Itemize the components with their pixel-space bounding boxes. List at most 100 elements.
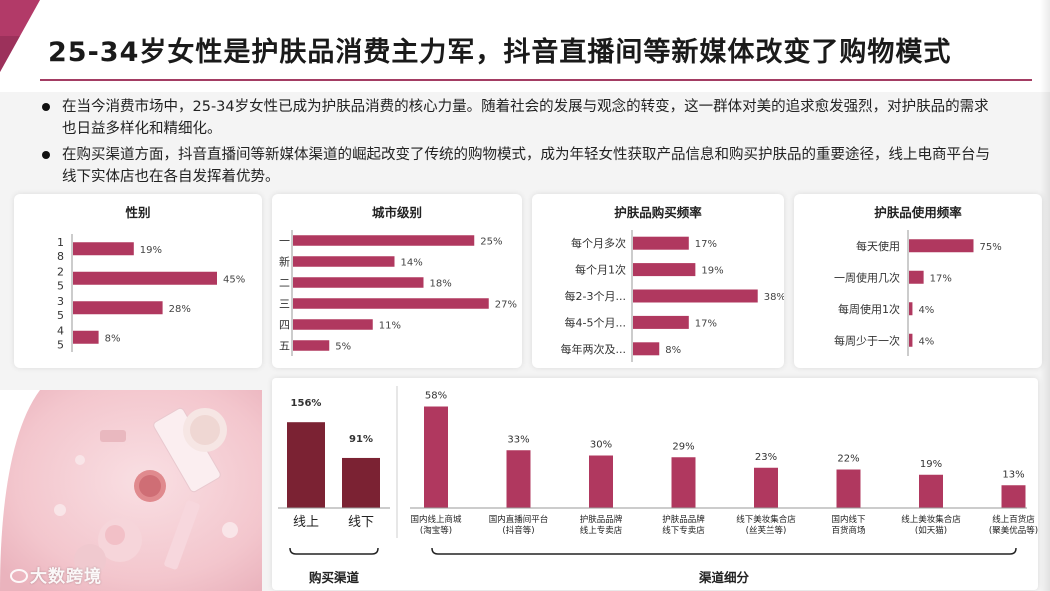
bar bbox=[293, 298, 489, 309]
group-bracket bbox=[289, 547, 379, 555]
category-label: 3 bbox=[57, 295, 64, 308]
data-label: 8% bbox=[665, 345, 681, 356]
bar bbox=[909, 302, 913, 316]
bullet-list: 在当今消费市场中，25-34岁女性已成为护肤品消费的核心力量。随着社会的发展与观… bbox=[40, 96, 1000, 192]
chart-title: 城市级别 bbox=[371, 205, 422, 220]
bullet-item: 在当今消费市场中，25-34岁女性已成为护肤品消费的核心力量。随着社会的发展与观… bbox=[40, 96, 1000, 140]
data-label: 23% bbox=[755, 452, 777, 463]
bar bbox=[73, 242, 134, 256]
data-label: 29% bbox=[672, 441, 694, 452]
bar bbox=[633, 342, 660, 356]
category-label: (丝芙兰等) bbox=[746, 525, 787, 536]
data-label: 18% bbox=[430, 279, 452, 290]
category-label: 5 bbox=[57, 338, 64, 351]
chart-title: 护肤品使用频率 bbox=[874, 205, 962, 220]
bar bbox=[293, 319, 373, 330]
category-label: 五 bbox=[279, 340, 290, 353]
purchase-channel-chart: 156%线上91%线下购买渠道58%国内线上商城(淘宝等)33%国内直播间平台(… bbox=[278, 386, 1038, 585]
category-label: 国内线上商城 bbox=[410, 514, 462, 525]
bar bbox=[836, 469, 861, 508]
data-label: 14% bbox=[401, 258, 423, 269]
bar bbox=[633, 315, 689, 329]
data-label: 45% bbox=[223, 274, 245, 285]
bar bbox=[342, 457, 380, 508]
usage-frequency-chart: 每天使用 75% 一周使用几次 17% 每周使用1次 4% 每周少于一次 4% bbox=[834, 230, 1002, 356]
bar bbox=[633, 263, 696, 277]
data-label: 25% bbox=[480, 237, 502, 248]
bar bbox=[909, 239, 974, 253]
category-label: (淘宝等) bbox=[420, 525, 452, 536]
category-label: 4 bbox=[57, 324, 64, 337]
bar bbox=[1001, 485, 1026, 508]
chart-title: 护肤品购买频率 bbox=[614, 205, 702, 220]
title-rule bbox=[40, 79, 1032, 81]
corner-decoration-shade bbox=[0, 36, 20, 72]
category-label: (如天猫) bbox=[915, 525, 947, 536]
gender-chart-card: 性别 1 8 19% 2 5 45% 3 5 28% 4 5 8% bbox=[14, 194, 262, 368]
data-label: 19% bbox=[920, 459, 942, 470]
data-label: 19% bbox=[701, 266, 723, 277]
category-label: 每个月多次 bbox=[571, 236, 626, 250]
category-label: 每天使用 bbox=[856, 239, 900, 253]
category-label: 线上美妆集合店 bbox=[901, 514, 961, 525]
category-label: (抖音等) bbox=[502, 525, 534, 536]
city-level-chart: 一 25% 新 14% 二 18% 三 27% 四 11% 五 5% bbox=[279, 230, 517, 356]
category-label: 三 bbox=[279, 298, 290, 311]
category-label: 护肤品品牌 bbox=[580, 514, 623, 525]
category-label: 每个月1次 bbox=[575, 263, 626, 277]
data-label: 156% bbox=[291, 398, 322, 409]
group-label: 购买渠道 bbox=[309, 570, 360, 585]
data-label: 4% bbox=[918, 336, 934, 347]
data-label: 17% bbox=[930, 273, 952, 284]
category-label: 8 bbox=[57, 250, 64, 263]
bar bbox=[287, 422, 325, 508]
category-label: 四 bbox=[279, 319, 290, 332]
category-label: 每周少于一次 bbox=[834, 333, 900, 347]
chart-title: 性别 bbox=[125, 205, 151, 220]
bar bbox=[589, 455, 613, 508]
data-label: 19% bbox=[140, 245, 162, 256]
category-label: 线上百货店 bbox=[992, 514, 1035, 525]
purchase-channel-card: 156% 线上 91% 线下 购买渠道 58% 国内线上商城 (淘宝等) 33% 国内直播间平台(… bbox=[272, 378, 1038, 590]
bar bbox=[73, 301, 163, 315]
category-label: 线下 bbox=[348, 515, 374, 530]
data-label: 22% bbox=[837, 454, 859, 465]
bar bbox=[73, 271, 217, 285]
data-label: 58% bbox=[425, 391, 447, 402]
data-label: 8% bbox=[105, 333, 121, 344]
data-label: 75% bbox=[980, 242, 1002, 253]
city-level-chart-card: 城市级别 一 25% 新 14% 二 18% 三 27% 四 11% 五 5% bbox=[272, 194, 522, 368]
bar bbox=[293, 235, 475, 246]
category-label: 每4-5个月... bbox=[565, 315, 626, 329]
category-label: (聚美优品等) bbox=[989, 525, 1038, 536]
category-label: 线下专卖店 bbox=[662, 525, 705, 536]
category-label: 线上专卖店 bbox=[580, 525, 623, 536]
bar bbox=[754, 467, 778, 508]
bar bbox=[909, 333, 913, 347]
bar bbox=[671, 457, 696, 508]
data-label: 91% bbox=[349, 434, 373, 445]
category-label: 1 bbox=[57, 236, 64, 249]
category-label: 5 bbox=[57, 309, 64, 322]
group-bracket bbox=[431, 547, 1017, 555]
data-label: 27% bbox=[495, 300, 517, 311]
slide-edge-shadow bbox=[1040, 0, 1050, 591]
page-title: 25-34岁女性是护肤品消费主力军，抖音直播间等新媒体改变了购物模式 bbox=[48, 37, 952, 68]
category-label: 国内线下 bbox=[831, 514, 866, 525]
category-label: 百货商场 bbox=[831, 525, 865, 536]
data-label: 17% bbox=[695, 239, 717, 250]
bullet-item: 在购买渠道方面，抖音直播间等新媒体渠道的崛起改变了传统的购物模式，成为年轻女性获… bbox=[40, 144, 1000, 188]
category-label: 一 bbox=[279, 235, 290, 248]
bar bbox=[73, 330, 99, 344]
category-label: 国内直播间平台 bbox=[489, 514, 549, 525]
usage-frequency-chart-card: 护肤品使用频率 每天使用 75% 一周使用几次 17% 每周使用1次 4% 每周少于一次 4% bbox=[794, 194, 1042, 368]
bar bbox=[293, 340, 330, 351]
bar bbox=[293, 256, 395, 267]
data-label: 4% bbox=[918, 305, 934, 316]
bar bbox=[633, 289, 758, 303]
bar bbox=[506, 450, 531, 508]
data-label: 38% bbox=[764, 292, 784, 303]
data-label: 28% bbox=[169, 304, 191, 315]
purchase-frequency-chart: 每个月多次 17% 每个月1次 19% 每2-3个月... 38% 每4-5个月... 17%… bbox=[561, 230, 784, 362]
